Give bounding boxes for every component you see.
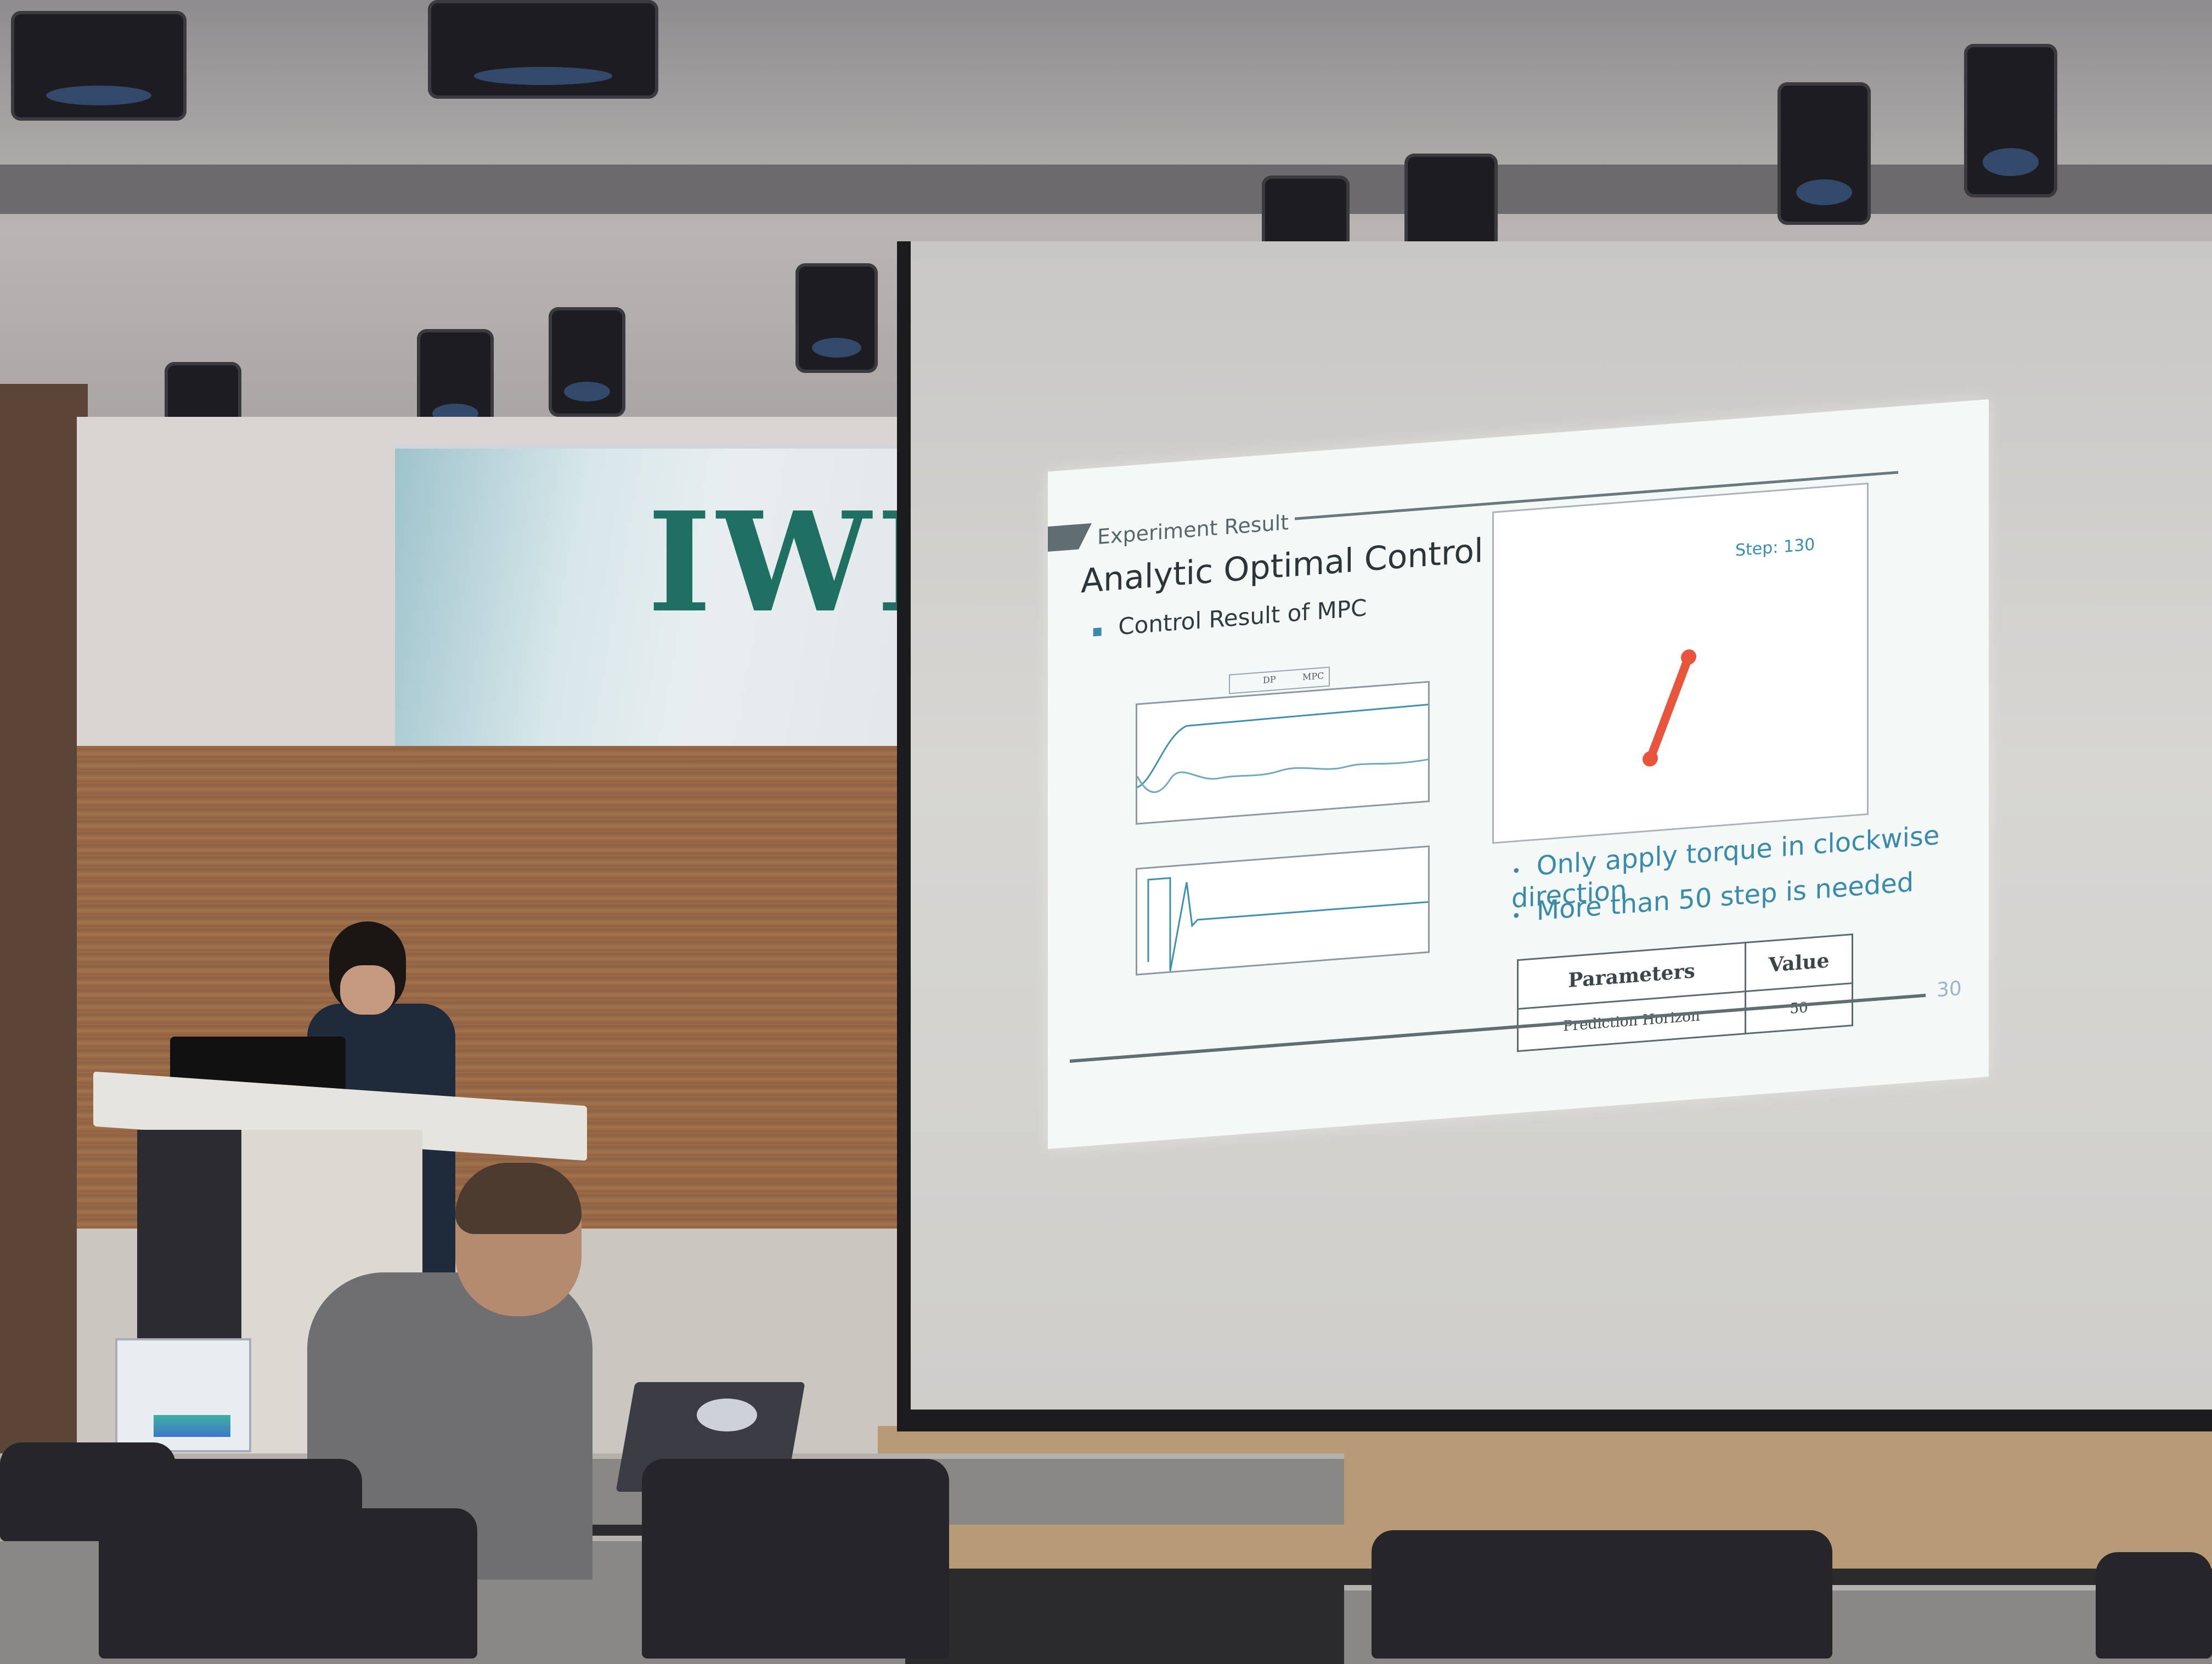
page-number: 30 <box>1937 977 1962 1002</box>
header-value: Value <box>1745 934 1853 992</box>
audience-hair <box>455 1163 582 1234</box>
stage-light <box>1778 82 1871 225</box>
bullet-text: Control Result of MPC <box>1118 594 1367 641</box>
banner-text: IWIS <box>647 482 911 643</box>
mpc-trajectory <box>1136 759 1429 793</box>
bullet-dot-icon: • <box>1511 906 1521 926</box>
slide-bullet: ▪ Control Result of MPC <box>1092 594 1367 642</box>
laptop-logo-glow <box>697 1399 757 1431</box>
legend-entry-mpc: MPC <box>1302 670 1324 683</box>
stage-light <box>795 263 878 373</box>
chair <box>99 1508 477 1659</box>
parameter-table: Parameters Value Prediction Horizon 50 <box>1517 933 1853 1052</box>
stage-light <box>428 0 658 99</box>
dp-trajectory <box>1137 704 1429 788</box>
lighting-rig <box>0 165 2212 214</box>
torque-plot <box>1136 845 1430 976</box>
sign-graphic <box>154 1415 230 1437</box>
torque-trajectory <box>1147 877 1428 972</box>
angle-plot <box>1136 681 1430 825</box>
conference-banner: IWIS <box>395 444 911 761</box>
side-wall <box>0 384 88 1481</box>
step-counter: Step: 130 <box>1735 535 1815 561</box>
legend-entry-dp: DP <box>1263 674 1276 686</box>
section-label: Experiment Result <box>1097 510 1289 550</box>
stage-light <box>11 11 187 121</box>
presentation-slide: Experiment Result Analytic Optimal Contr… <box>1048 399 1989 1149</box>
stage-light <box>1964 44 2057 197</box>
chair <box>642 1459 949 1659</box>
chair <box>1372 1530 1832 1659</box>
chair <box>2096 1552 2212 1659</box>
section-tab <box>1048 523 1092 552</box>
speaker-face <box>340 965 395 1015</box>
pendulum-icon <box>1643 649 1696 767</box>
bullet-dot-icon: • <box>1511 861 1521 881</box>
stage-light <box>549 307 625 417</box>
bullet-square-icon: ▪ <box>1092 621 1103 641</box>
pendulum-animation: Step: 130 <box>1492 482 1869 844</box>
